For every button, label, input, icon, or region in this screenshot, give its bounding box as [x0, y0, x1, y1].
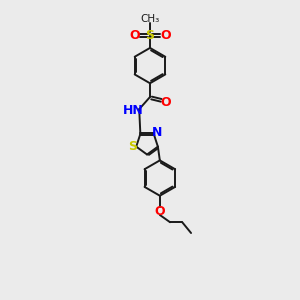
Text: CH₃: CH₃ — [140, 14, 160, 24]
Text: N: N — [152, 126, 163, 140]
Text: HN: HN — [122, 104, 143, 117]
Text: S: S — [128, 140, 137, 153]
Text: O: O — [161, 96, 171, 109]
Text: S: S — [146, 29, 154, 42]
Text: O: O — [129, 29, 140, 42]
Text: O: O — [160, 29, 171, 42]
Text: O: O — [154, 205, 165, 218]
